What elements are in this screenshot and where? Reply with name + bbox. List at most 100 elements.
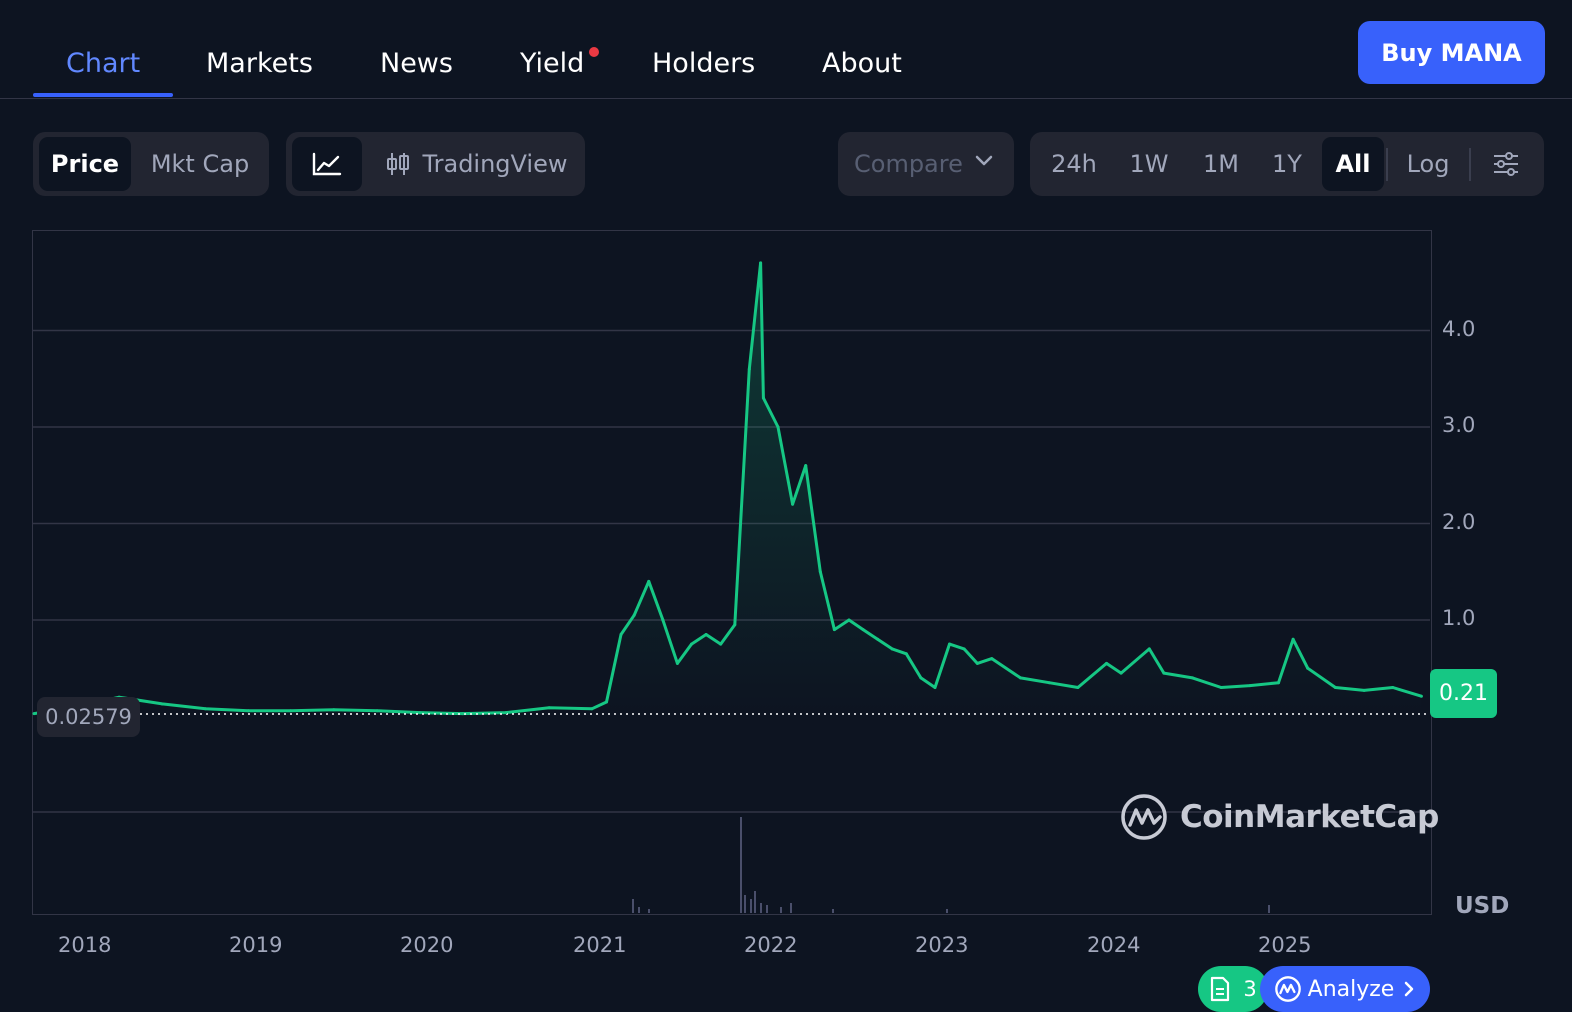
currency-label: USD xyxy=(1455,893,1510,919)
price-point xyxy=(948,642,952,646)
notes-button[interactable]: 3 xyxy=(1198,966,1268,1012)
y-tick-label: 2.0 xyxy=(1442,510,1476,534)
price-point xyxy=(160,702,164,706)
price-point xyxy=(632,613,636,617)
top-nav: Chart Markets News Yield Holders About B… xyxy=(0,0,1572,99)
volume-bar xyxy=(740,817,742,913)
coinmarketcap-logo-icon xyxy=(1121,794,1167,840)
volume-bar xyxy=(946,909,948,913)
price-line xyxy=(33,261,1422,716)
price-point xyxy=(647,579,651,583)
price-point xyxy=(504,711,508,715)
price-point xyxy=(990,657,994,661)
x-tick-label: 2018 xyxy=(58,933,112,957)
price-point xyxy=(619,632,623,636)
price-point xyxy=(375,709,379,713)
chevron-down-icon xyxy=(975,155,993,166)
tradingview-label: TradingView xyxy=(422,150,568,178)
price-point xyxy=(690,642,694,646)
price-point xyxy=(246,709,250,713)
price-point xyxy=(461,712,465,716)
current-price-badge: 0.21 xyxy=(1430,669,1497,718)
price-point xyxy=(832,628,836,632)
line-chart-button[interactable] xyxy=(292,137,362,191)
document-icon xyxy=(1211,976,1230,1002)
log-scale-button[interactable]: Log xyxy=(1406,150,1450,178)
tab-holders[interactable]: Holders xyxy=(652,48,756,79)
price-point xyxy=(975,661,979,665)
tab-yield[interactable]: Yield xyxy=(520,48,585,79)
x-tick-label: 2019 xyxy=(229,933,283,957)
chart-settings-button[interactable] xyxy=(1476,137,1536,191)
range-divider xyxy=(1386,148,1388,181)
notes-count: 3 xyxy=(1243,977,1257,1001)
price-point xyxy=(1306,666,1310,670)
price-point xyxy=(733,623,737,627)
price-point xyxy=(1019,676,1023,680)
yield-notification-dot xyxy=(589,47,599,57)
price-point xyxy=(1333,686,1337,690)
y-tick-label: 1.0 xyxy=(1442,606,1476,630)
price-point xyxy=(547,706,551,710)
price-point xyxy=(675,661,679,665)
x-tick-label: 2023 xyxy=(915,933,969,957)
volume-bar xyxy=(760,903,762,913)
price-point xyxy=(804,464,808,468)
analyze-button[interactable]: Analyze xyxy=(1260,966,1430,1012)
price-point xyxy=(919,676,923,680)
range-24h-button[interactable]: 24h xyxy=(1051,150,1097,178)
volume-bar xyxy=(632,899,634,913)
y-tick-label: 4.0 xyxy=(1442,317,1476,341)
price-point xyxy=(661,618,665,622)
price-point xyxy=(890,647,894,651)
price-point xyxy=(1291,637,1295,641)
price-point xyxy=(1105,661,1109,665)
volume-bar xyxy=(780,907,782,913)
settings-sliders-icon xyxy=(1494,152,1518,176)
range-1m-button[interactable]: 1M xyxy=(1203,150,1239,178)
price-point xyxy=(604,700,608,704)
price-point xyxy=(704,632,708,636)
volume-bar xyxy=(648,909,650,913)
tab-markets[interactable]: Markets xyxy=(206,48,313,79)
tradingview-button[interactable]: TradingView xyxy=(376,137,576,191)
price-point xyxy=(1047,681,1051,685)
candlestick-icon xyxy=(387,153,410,175)
range-1w-button[interactable]: 1W xyxy=(1129,150,1169,178)
price-point xyxy=(876,637,880,641)
price-point xyxy=(204,707,208,711)
price-point xyxy=(1147,647,1151,651)
price-point xyxy=(747,367,751,371)
range-1y-button[interactable]: 1Y xyxy=(1272,150,1302,178)
x-tick-label: 2025 xyxy=(1258,933,1312,957)
x-tick-label: 2020 xyxy=(400,933,454,957)
buy-button[interactable]: Buy MANA xyxy=(1358,21,1545,84)
price-point xyxy=(776,425,780,429)
price-point xyxy=(904,652,908,656)
price-point xyxy=(1391,686,1395,690)
price-point xyxy=(1219,686,1223,690)
tab-chart[interactable]: Chart xyxy=(66,48,141,79)
price-point xyxy=(1362,688,1366,692)
active-tab-indicator xyxy=(33,93,173,97)
tab-news[interactable]: News xyxy=(380,48,453,79)
price-button[interactable]: Price xyxy=(39,137,131,191)
price-point xyxy=(1162,671,1166,675)
compare-dropdown[interactable]: Compare xyxy=(838,132,1014,196)
analyze-logo-icon xyxy=(1274,976,1301,1002)
price-point xyxy=(791,502,795,506)
volume-bar xyxy=(832,909,834,913)
price-point xyxy=(418,711,422,715)
mkt-cap-button[interactable]: Mkt Cap xyxy=(150,150,250,178)
price-point xyxy=(1076,686,1080,690)
start-price-badge: 0.02579 xyxy=(37,697,140,737)
volume-bar xyxy=(790,903,792,913)
price-point xyxy=(719,642,723,646)
price-point xyxy=(759,261,763,265)
watermark-text: CoinMarketCap xyxy=(1180,799,1439,835)
range-all-button[interactable]: All xyxy=(1322,137,1384,191)
tab-about[interactable]: About xyxy=(822,48,902,79)
price-point xyxy=(962,647,966,651)
price-point xyxy=(332,708,336,712)
